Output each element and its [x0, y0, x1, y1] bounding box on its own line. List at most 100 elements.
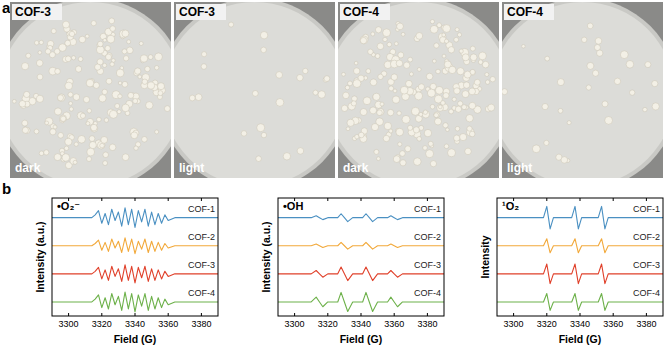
figure: abCOF-3darkCOF-3lightCOF-4darkCOF-4light… [0, 0, 667, 349]
colony [148, 55, 153, 60]
colony [458, 101, 463, 106]
x-tick [168, 198, 169, 201]
x-tick-label: 3300 [285, 319, 305, 329]
colony [195, 94, 202, 101]
colony [354, 68, 360, 74]
colony [435, 86, 443, 94]
dish-agar [338, 2, 499, 178]
x-tick [427, 198, 428, 201]
plot-data [278, 214, 444, 312]
colony [76, 66, 82, 72]
colony [69, 107, 73, 111]
colony [490, 77, 495, 82]
colony [561, 157, 568, 164]
colony [417, 68, 421, 72]
colony [406, 80, 413, 87]
colony [462, 54, 469, 61]
colony [435, 118, 442, 125]
colony [370, 79, 377, 86]
colony [123, 56, 128, 61]
x-tick [394, 198, 395, 201]
series-label: COF-1 [414, 204, 441, 214]
x-tick [613, 313, 614, 316]
series-label: COF-3 [633, 260, 660, 270]
colony [103, 152, 109, 158]
colonies [189, 22, 329, 161]
colony [409, 72, 413, 76]
dish-rim [502, 2, 663, 178]
colony [202, 52, 207, 57]
x-tick-label: 3380 [191, 319, 211, 329]
colony [342, 72, 346, 76]
colony [86, 122, 90, 126]
colony [118, 81, 122, 85]
colony [80, 113, 85, 118]
colony [430, 161, 436, 167]
colony [645, 62, 651, 68]
colony [70, 158, 77, 165]
colony [276, 72, 283, 79]
colony [488, 104, 495, 111]
colony [567, 121, 571, 125]
colony [19, 101, 26, 108]
colony [408, 125, 413, 130]
colony [115, 104, 120, 109]
colony [438, 105, 442, 109]
colony [437, 23, 442, 28]
colony [542, 104, 548, 110]
colony [402, 115, 410, 123]
colony [422, 111, 429, 118]
colony [368, 49, 373, 54]
colony [430, 83, 436, 89]
x-tick [580, 313, 581, 316]
colony [283, 153, 290, 160]
x-tick-label: 3300 [504, 319, 524, 329]
colony [557, 79, 564, 86]
colony [370, 107, 377, 114]
colony [87, 109, 91, 113]
colony [401, 32, 405, 36]
colony [105, 46, 110, 51]
colony [479, 52, 487, 60]
colony [45, 121, 49, 125]
y-axis-label: Intensity (a.u.) [34, 221, 46, 292]
colony [595, 38, 602, 45]
x-tick [646, 313, 647, 316]
colony [345, 85, 349, 89]
x-tick-label: 3340 [351, 319, 371, 329]
dish-agar [10, 2, 171, 178]
colony [72, 56, 76, 60]
series-label: COF-1 [633, 204, 660, 214]
colony [469, 131, 475, 137]
colony [387, 42, 392, 47]
colony [297, 148, 304, 155]
colony [142, 137, 148, 143]
photo-condition: dark [15, 161, 41, 175]
colony [418, 84, 424, 90]
colony [413, 127, 419, 133]
colony [394, 42, 398, 46]
colony [443, 123, 448, 128]
colony [69, 102, 73, 106]
colony [93, 82, 99, 88]
colony [110, 26, 116, 32]
colony [614, 78, 620, 84]
x-tick [613, 198, 614, 201]
x-tick-label: 3300 [59, 319, 79, 329]
colony [35, 41, 39, 45]
colony [58, 94, 66, 102]
colony [366, 69, 371, 74]
x-tick [168, 313, 169, 316]
colony [39, 151, 44, 156]
colony [12, 99, 16, 103]
colony [442, 54, 446, 58]
x-axis-label: Field (G) [114, 333, 157, 345]
colony [414, 158, 422, 166]
colony [135, 68, 141, 74]
colonies [502, 23, 659, 163]
colony [128, 92, 134, 98]
colony [22, 120, 28, 126]
series-label: COF-2 [633, 232, 660, 242]
x-tick-label: 3320 [537, 319, 557, 329]
colony [408, 57, 413, 62]
